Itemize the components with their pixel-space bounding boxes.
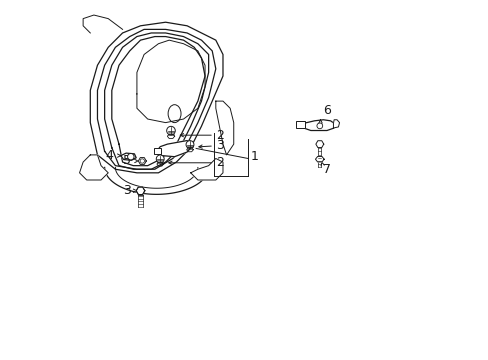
Polygon shape: [190, 158, 223, 180]
Polygon shape: [215, 101, 233, 155]
Circle shape: [185, 141, 194, 149]
Text: 1: 1: [250, 150, 258, 163]
Circle shape: [156, 155, 164, 163]
Text: 5: 5: [123, 154, 131, 167]
Text: 2: 2: [215, 156, 223, 169]
Polygon shape: [156, 140, 192, 157]
Circle shape: [166, 126, 175, 135]
Polygon shape: [315, 157, 324, 162]
Polygon shape: [121, 153, 136, 160]
Polygon shape: [333, 120, 339, 128]
Polygon shape: [315, 141, 323, 148]
Text: 2: 2: [215, 129, 223, 142]
Text: 6: 6: [322, 104, 330, 117]
Text: 3: 3: [215, 139, 223, 152]
Text: 3: 3: [123, 184, 131, 197]
Polygon shape: [138, 158, 146, 165]
Text: 7: 7: [322, 163, 330, 176]
Circle shape: [127, 153, 134, 160]
Text: 4: 4: [105, 149, 113, 162]
Polygon shape: [136, 187, 144, 194]
Bar: [153, 148, 161, 154]
Bar: [296, 121, 305, 128]
Polygon shape: [80, 155, 108, 180]
Polygon shape: [303, 120, 333, 131]
